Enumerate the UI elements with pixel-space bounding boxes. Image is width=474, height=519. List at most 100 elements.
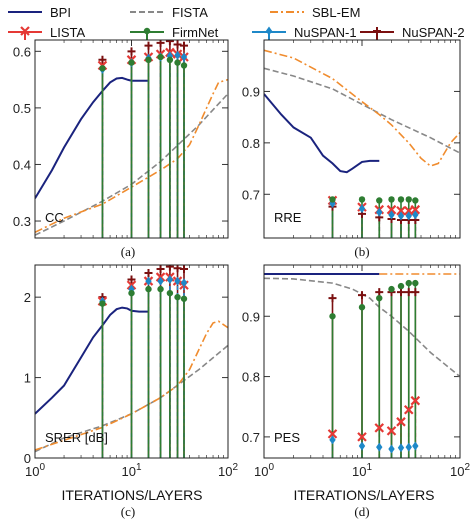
y-tick-label: 0.9 <box>242 309 260 324</box>
stem-marker-firmnet <box>397 282 405 290</box>
legend-marker <box>373 27 381 35</box>
legend-marker <box>143 27 151 35</box>
stem-marker-firmnet <box>166 289 174 297</box>
stem-marker-nuspan-1 <box>376 207 383 217</box>
x-tick-label: 102 <box>450 462 470 479</box>
y-tick-label: 0.7 <box>242 430 260 445</box>
curve-sbl-em <box>35 78 228 234</box>
y-tick-label: 0.7 <box>242 187 260 202</box>
legend-label: FISTA <box>172 5 208 20</box>
stem-marker-firmnet <box>412 197 419 204</box>
stem-marker-nuspan-1 <box>405 211 412 221</box>
y-tick-label: 0.8 <box>242 370 260 385</box>
panel-frame <box>34 39 229 239</box>
stem-marker-firmnet <box>376 294 383 302</box>
curve-sbl-em <box>264 49 460 167</box>
stem-marker-nuspan-2 <box>127 275 136 284</box>
x-axis-label-left: ITERATIONS/LAYERS <box>61 487 202 503</box>
stem-marker-lista <box>410 204 421 215</box>
stem-marker-nuspan-1 <box>166 51 174 61</box>
stem-marker-firmnet <box>412 279 419 287</box>
stem-marker-nuspan-1 <box>388 444 395 454</box>
plot-area <box>264 273 460 458</box>
stem-marker-firmnet <box>157 53 164 61</box>
legend-marker <box>265 26 273 36</box>
stem-marker-nuspan-2 <box>358 291 366 300</box>
stem-marker-nuspan-1 <box>174 276 181 286</box>
stem-marker-firmnet <box>128 289 135 297</box>
stem-marker-nuspan-1 <box>145 276 152 286</box>
stem-marker-nuspan-2 <box>144 41 153 50</box>
stem-marker-lista <box>396 205 406 216</box>
metric-label: CC <box>45 210 64 225</box>
panel-b: 0.7 0.8 0.9 RRE (b) <box>242 39 461 259</box>
y-tick-label: 0.5 <box>13 101 31 116</box>
stem-marker-firmnet <box>388 285 395 293</box>
panel-frame <box>263 39 461 239</box>
stem-marker-lista <box>386 426 397 436</box>
x-axis-label-right: ITERATIONS/LAYERS <box>293 487 434 503</box>
stem-marker-nuspan-1 <box>412 210 419 220</box>
stem-marker-lista <box>403 404 414 415</box>
y-tick-label: 0 <box>24 451 31 466</box>
y-tick-label: 1 <box>24 371 31 386</box>
stem-marker-firmnet <box>99 65 106 72</box>
stem-marker-nuspan-1 <box>397 211 405 221</box>
stem-marker-lista <box>386 204 397 215</box>
y-tick-label: 0.6 <box>13 44 31 59</box>
stem-marker-firmnet <box>157 285 164 293</box>
panel-caption: (d) <box>354 504 369 519</box>
stem-marker-nuspan-1 <box>397 443 405 453</box>
stem-marker-nuspan-2 <box>165 40 174 46</box>
stem-marker-nuspan-2 <box>98 55 107 64</box>
stem-marker-nuspan-1 <box>388 210 395 220</box>
legend-label: NuSPAN-2 <box>402 25 465 40</box>
stem-marker-nuspan-2 <box>144 269 153 278</box>
stem-marker-nuspan-1 <box>358 441 366 451</box>
curve-fista <box>264 277 460 378</box>
legend-item-firmnet: FirmNet <box>130 25 219 40</box>
stem-marker-firmnet <box>376 197 383 204</box>
legend-label: LISTA <box>50 25 85 40</box>
stem-marker-firmnet <box>99 300 106 307</box>
panel-frame <box>263 264 461 459</box>
stem-marker-nuspan-2 <box>375 288 384 297</box>
stem-marker-nuspan-2 <box>156 265 165 274</box>
stem-marker-lista <box>410 395 421 406</box>
plot-area <box>264 49 460 238</box>
stem-marker-nuspan-2 <box>127 47 136 56</box>
metric-label: PES <box>274 430 300 445</box>
stem-marker-firmnet <box>358 196 366 203</box>
legend-label: BPI <box>50 5 71 20</box>
stem-marker-firmnet <box>128 59 135 66</box>
plot-area <box>35 40 228 238</box>
stem-marker-nuspan-1 <box>405 442 412 452</box>
stem-marker-nuspan-1 <box>174 50 181 60</box>
panel-caption: (c) <box>121 504 135 519</box>
stem-marker-lista <box>327 429 338 439</box>
stem-marker-firmnet <box>405 279 412 287</box>
stem-marker-nuspan-1 <box>128 284 135 294</box>
panel-frame <box>34 264 229 459</box>
x-tick-label: 101 <box>352 462 372 479</box>
stem-marker-nuspan-2 <box>328 294 337 303</box>
legend-item-nuspan-2: NuSPAN-2 <box>360 25 465 40</box>
stem-marker-nuspan-2 <box>180 41 189 50</box>
stem-marker-nuspan-1 <box>166 274 174 284</box>
stem-marker-nuspan-1 <box>412 441 419 451</box>
legend-marker <box>20 26 30 36</box>
metric-label: SRER [dB] <box>45 430 108 445</box>
legend-label: FirmNet <box>172 25 219 40</box>
legend-item-lista: LISTA <box>8 25 85 40</box>
metric-label: RRE <box>274 210 302 225</box>
legend-item-bpi: BPI <box>8 5 71 20</box>
stem-marker-nuspan-1 <box>376 442 383 452</box>
legend-item-nuspan-1: NuSPAN-1 <box>252 25 357 40</box>
x-tick-exponent: 2 <box>232 462 238 473</box>
stem-marker-firmnet <box>174 293 181 301</box>
stem-marker-firmnet <box>180 295 188 302</box>
x-tick-exponent: 0 <box>268 462 274 473</box>
